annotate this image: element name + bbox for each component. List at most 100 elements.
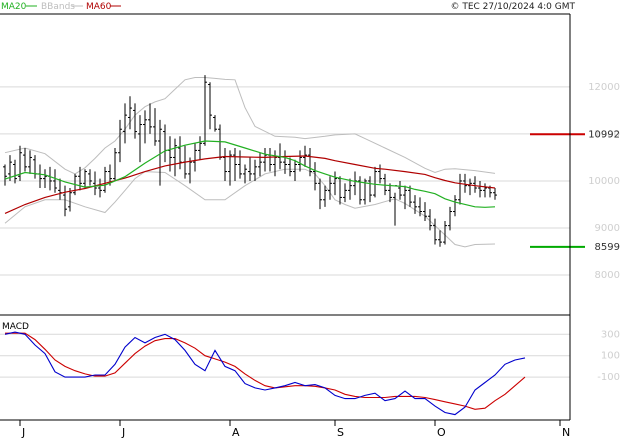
legend-ma20: MA20 bbox=[1, 2, 27, 12]
ohlc-bar bbox=[13, 159, 17, 184]
ohlc-bar bbox=[268, 148, 272, 172]
ohlc-bar bbox=[298, 150, 302, 172]
ohlc-bar bbox=[178, 136, 182, 170]
ohlc-bar bbox=[248, 157, 252, 181]
moving-averages bbox=[4, 140, 496, 214]
ohlc-bar bbox=[208, 82, 212, 130]
macd-grid bbox=[0, 333, 570, 378]
macd-y-axis: 300 100 -100 bbox=[597, 329, 620, 383]
ohlc-bar bbox=[258, 152, 262, 177]
ohlc-bar bbox=[123, 103, 127, 144]
x-tick-label: O bbox=[437, 426, 446, 439]
ohlc-bar bbox=[173, 138, 177, 177]
ohlc-bar bbox=[333, 171, 337, 196]
price-tick-label: 9000 bbox=[595, 223, 620, 234]
legend: MA20 BBands MA60 © TEC 27/10/2024 4:0 GM… bbox=[1, 2, 575, 12]
ohlc-bar bbox=[63, 185, 67, 217]
ohlc-bar bbox=[213, 115, 217, 132]
ohlc-bar bbox=[78, 166, 82, 191]
price-levels: 10992 8599 bbox=[530, 129, 620, 253]
macd-title-bg bbox=[0, 319, 36, 331]
x-tick-label: S bbox=[337, 426, 344, 439]
price-panel: 8000 9000 10000 11000 12000 10992 8599 bbox=[0, 13, 620, 316]
copyright-text: © TEC 27/10/2024 4:0 GMT bbox=[450, 2, 575, 12]
ohlc-bar bbox=[38, 164, 42, 189]
ohlc-bar bbox=[103, 166, 107, 193]
ohlc-bar bbox=[438, 230, 442, 247]
ohlc-bar bbox=[158, 119, 162, 186]
macd-line bbox=[4, 331, 526, 416]
ohlc-bar bbox=[43, 169, 47, 189]
price-tick-label: 8000 bbox=[595, 270, 620, 281]
ohlc-bar bbox=[263, 148, 267, 172]
ohlc-bar bbox=[93, 171, 97, 196]
ohlc-bar bbox=[483, 183, 487, 198]
ohlc-bar bbox=[168, 136, 172, 172]
ohlc-bar bbox=[68, 188, 72, 212]
ohlc-bar bbox=[243, 164, 247, 184]
x-tick-label: J bbox=[21, 426, 25, 439]
ohlc-bar bbox=[128, 96, 132, 130]
ohlc-bar bbox=[398, 180, 402, 200]
ohlc-bar bbox=[233, 148, 237, 181]
ohlc-bar bbox=[8, 155, 12, 181]
ohlc-bar bbox=[88, 169, 92, 186]
ohlc-bar bbox=[253, 159, 257, 181]
ohlc-bar bbox=[133, 103, 137, 139]
ohlc-bar bbox=[323, 185, 327, 207]
support-level-label: 8599 bbox=[595, 242, 620, 253]
ohlc-bar bbox=[228, 150, 232, 186]
ohlc-bar bbox=[198, 136, 202, 160]
ohlc-bar bbox=[413, 195, 417, 214]
ohlc-bar bbox=[458, 173, 462, 205]
x-tick-label: J bbox=[121, 426, 125, 439]
ohlc-bar bbox=[358, 176, 362, 205]
macd-tick-label: 100 bbox=[601, 351, 620, 362]
ohlc-bar bbox=[203, 75, 207, 146]
price-tick-label: 10000 bbox=[588, 176, 620, 187]
ohlc-bar bbox=[393, 185, 397, 226]
ohlc-bar bbox=[83, 169, 87, 189]
ohlc-bar bbox=[318, 178, 322, 210]
ohlc-bar bbox=[433, 218, 437, 245]
ohlc-bar bbox=[368, 176, 372, 203]
ohlc-bar bbox=[383, 173, 387, 196]
ohlc-bar bbox=[388, 183, 392, 203]
ohlc-bar bbox=[468, 178, 472, 196]
ohlc-bar bbox=[118, 119, 122, 163]
ohlc-bar bbox=[153, 108, 157, 146]
ohlc-bar bbox=[473, 176, 477, 193]
ohlc-bar bbox=[163, 124, 167, 163]
ohlc-bar bbox=[403, 185, 407, 210]
ohlc-bar bbox=[293, 159, 297, 181]
ohlc-bar bbox=[48, 166, 52, 191]
ohlc-bar bbox=[308, 148, 312, 177]
ohlc-bar bbox=[148, 103, 152, 134]
ohlc-bar bbox=[493, 188, 497, 200]
macd-title: MACD bbox=[2, 322, 29, 332]
ohlc-bar bbox=[283, 150, 287, 174]
ohlc-bar bbox=[463, 173, 467, 193]
ohlc-bar bbox=[28, 150, 32, 174]
ohlc-bar bbox=[373, 166, 377, 198]
ohlc-bar bbox=[98, 178, 102, 198]
ohlc-bar bbox=[138, 115, 142, 163]
ohlc-bar bbox=[18, 145, 22, 181]
ohlc-bar bbox=[328, 176, 332, 200]
legend-ma60: MA60 bbox=[86, 2, 112, 12]
ohlc-bar bbox=[193, 143, 197, 172]
macd-tick-label: 300 bbox=[601, 329, 620, 340]
ohlc-bar bbox=[343, 183, 347, 203]
ohlc-bar bbox=[378, 164, 382, 184]
ohlc-bar bbox=[423, 202, 427, 221]
ohlc-bar bbox=[33, 155, 37, 179]
ohlc-bar bbox=[23, 148, 27, 172]
ohlc-bar bbox=[223, 148, 227, 181]
ohlc-bar bbox=[418, 197, 422, 217]
macd-signal-line bbox=[5, 332, 526, 410]
ohlc-bar bbox=[443, 220, 447, 245]
macd-tick-label: -100 bbox=[597, 372, 620, 383]
price-tick-label: 12000 bbox=[588, 82, 620, 93]
